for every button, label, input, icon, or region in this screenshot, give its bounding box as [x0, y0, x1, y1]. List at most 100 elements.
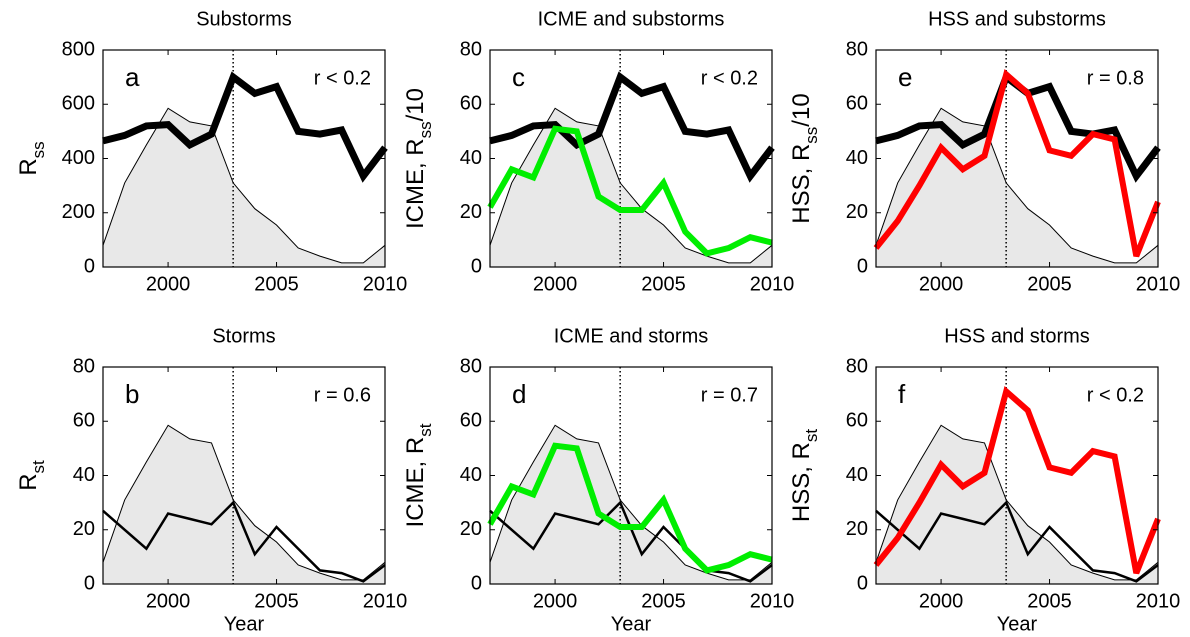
y-tick-label: 600: [62, 93, 95, 115]
panel-letter: b: [125, 379, 139, 409]
y-tick-label: 20: [73, 518, 95, 540]
y-tick-label: 200: [62, 201, 95, 223]
y-axis-label: Rst: [15, 460, 48, 491]
x-tick-label: 2010: [1136, 273, 1181, 295]
x-axis-label: Year: [611, 613, 652, 635]
y-label-part: /10: [788, 93, 815, 126]
y-tick-label: 40: [846, 464, 868, 486]
y-label-part: ICME, R: [402, 138, 429, 229]
line: [102, 71, 388, 183]
y-tick-label: 20: [460, 518, 482, 540]
panel-title: Storms: [212, 325, 275, 347]
x-tick-label: 2005: [254, 590, 299, 612]
y-axis-label: ICME, Rss/10: [402, 88, 435, 229]
panel: 0 20 40 60 80 2000 2005 2010 HSS and storms f r < …: [788, 325, 1180, 635]
y-tick-label: 0: [857, 572, 868, 594]
x-tick-label: 2000: [533, 273, 578, 295]
panel: 0 20 40 60 80 2000 2005 2010 ICME and storms d r =…: [402, 325, 794, 635]
y-tick-label: 80: [460, 355, 482, 377]
x-tick-label: 2000: [146, 590, 191, 612]
y-tick-label: 40: [846, 147, 868, 169]
y-axis-label: HSS, Rst: [788, 429, 821, 523]
area-outline: [875, 107, 1159, 264]
y-tick-label: 80: [846, 38, 868, 60]
x-tick-label: 2005: [641, 273, 686, 295]
x-axis-label: Year: [997, 613, 1038, 635]
y-label-part: st: [29, 460, 48, 474]
y-tick-label: 800: [62, 38, 95, 60]
y-label-part: ss: [416, 121, 435, 138]
area-outline: [102, 424, 386, 581]
y-label-part: st: [802, 429, 821, 443]
y-label-part: ss: [29, 141, 48, 158]
x-tick-label: 2005: [254, 273, 299, 295]
area: [490, 425, 772, 584]
panel-letter: d: [512, 379, 526, 409]
y-tick-label: 40: [460, 464, 482, 486]
x-tick-label: 2000: [919, 590, 964, 612]
y-tick-label: 80: [846, 355, 868, 377]
y-tick-label: 60: [73, 410, 95, 432]
y-label-part: R: [15, 158, 42, 175]
line: [487, 125, 773, 257]
y-label-part: st: [416, 423, 435, 437]
line: [875, 500, 1159, 583]
x-tick-label: 2010: [1136, 590, 1181, 612]
line: [489, 71, 775, 183]
y-label-part: HSS, R: [788, 144, 815, 224]
panel-title: ICME and storms: [554, 325, 708, 347]
panel: 0 20 40 60 80 2000 2005 2010 Storms b r = 0.6 Year R…: [15, 325, 407, 635]
panel-title: Substorms: [196, 8, 292, 30]
y-tick-label: 40: [460, 147, 482, 169]
annotation: r = 0.7: [701, 384, 758, 406]
line: [102, 500, 386, 583]
annotation: r = 0.8: [1087, 67, 1144, 89]
panel: 0 200 400 600 800 2000 2005 2010 Substorms a r < 0…: [15, 8, 407, 295]
y-tick-label: 0: [857, 255, 868, 277]
line: [873, 68, 1161, 258]
area: [490, 108, 772, 267]
y-tick-label: 60: [460, 410, 482, 432]
x-tick-label: 2000: [919, 273, 964, 295]
panel-title: HSS and substorms: [928, 8, 1106, 30]
x-tick-label: 2010: [750, 590, 795, 612]
panel: 0 20 40 60 80 2000 2005 2010 ICME and substorms c…: [402, 8, 794, 295]
y-tick-label: 20: [846, 201, 868, 223]
panel-letter: f: [898, 379, 906, 409]
y-tick-label: 0: [471, 255, 482, 277]
y-tick-label: 0: [84, 572, 95, 594]
y-label-part: ICME, R: [402, 437, 429, 528]
x-tick-label: 2010: [363, 590, 408, 612]
line: [873, 385, 1161, 575]
area: [876, 108, 1158, 267]
y-label-part: /10: [402, 88, 429, 121]
annotation: r < 0.2: [701, 67, 758, 89]
y-axis-label: ICME, Rst: [402, 423, 435, 527]
area-outline: [489, 107, 773, 264]
area: [103, 108, 385, 267]
panel: 0 20 40 60 80 2000 2005 2010 HSS and substorms e r…: [788, 8, 1180, 295]
y-tick-label: 60: [460, 93, 482, 115]
y-label-part: R: [15, 473, 42, 490]
line: [487, 442, 773, 574]
panel-letter: e: [898, 62, 912, 92]
area-outline: [102, 107, 386, 264]
panel-letter: c: [512, 62, 525, 92]
y-axis-label: Rss: [15, 141, 48, 175]
panel-title: HSS and storms: [944, 325, 1090, 347]
area: [103, 425, 385, 584]
y-tick-label: 80: [460, 38, 482, 60]
annotation: r < 0.2: [1087, 384, 1144, 406]
x-tick-label: 2000: [146, 273, 191, 295]
x-tick-label: 2005: [641, 590, 686, 612]
y-tick-label: 20: [846, 518, 868, 540]
panel-letter: a: [125, 62, 140, 92]
y-label-part: ss: [802, 127, 821, 144]
x-tick-label: 2010: [363, 273, 408, 295]
y-tick-label: 400: [62, 147, 95, 169]
x-tick-label: 2010: [750, 273, 795, 295]
y-tick-label: 60: [846, 410, 868, 432]
x-axis-label: Year: [224, 613, 265, 635]
y-tick-label: 0: [471, 572, 482, 594]
